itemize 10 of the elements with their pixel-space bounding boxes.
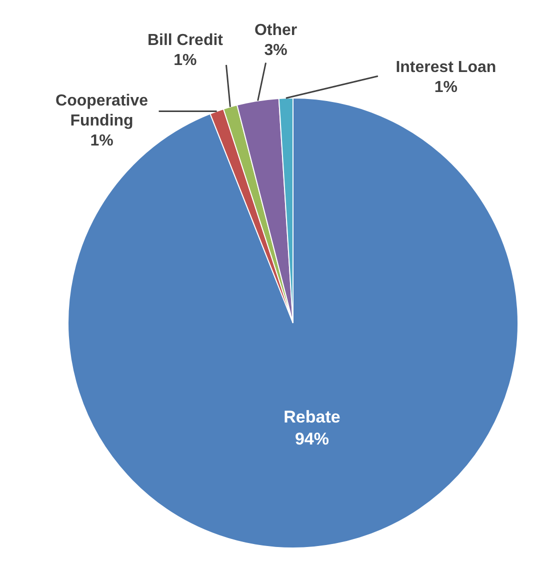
data-label: 3% [264, 42, 288, 59]
slice-label: Rebate [284, 407, 340, 426]
slice-label: Interest Loan [396, 59, 496, 76]
slice-label: Bill Credit [147, 32, 224, 49]
slice-label: Cooperative Funding [56, 92, 148, 130]
data-label: 1% [90, 132, 114, 150]
data-label: 94% [294, 429, 329, 448]
data-label: 1% [174, 52, 197, 69]
data-label: 1% [434, 79, 458, 96]
slice-label: Other [254, 22, 298, 39]
